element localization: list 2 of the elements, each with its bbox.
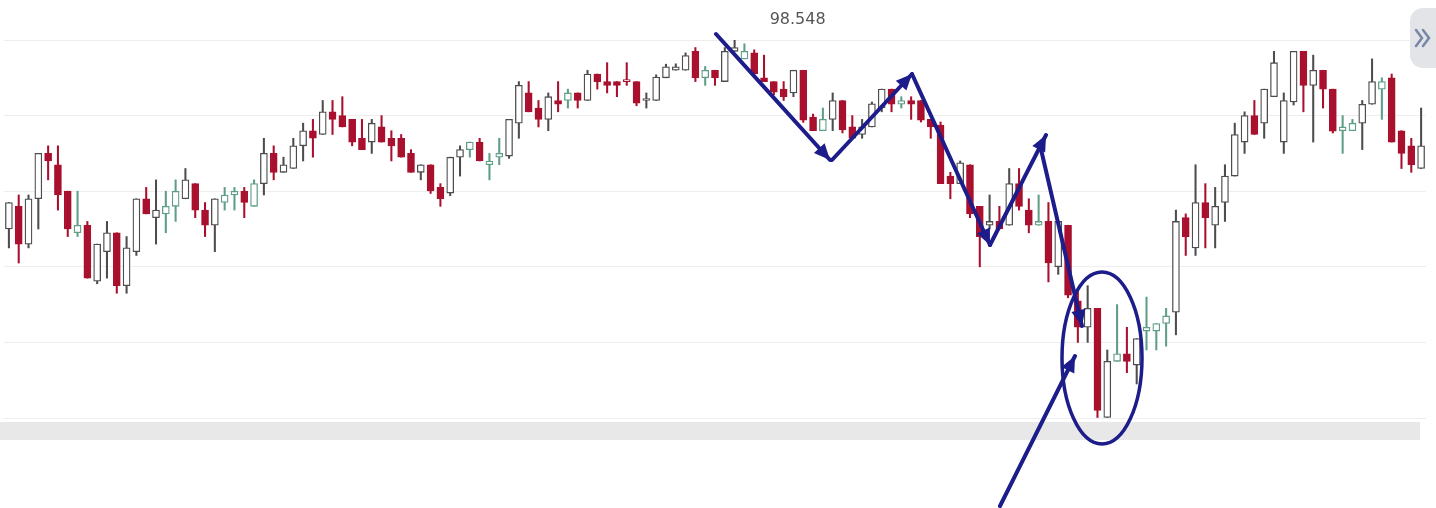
text: 98.548 (769, 9, 826, 29)
candlestick (1142, 296, 1151, 351)
